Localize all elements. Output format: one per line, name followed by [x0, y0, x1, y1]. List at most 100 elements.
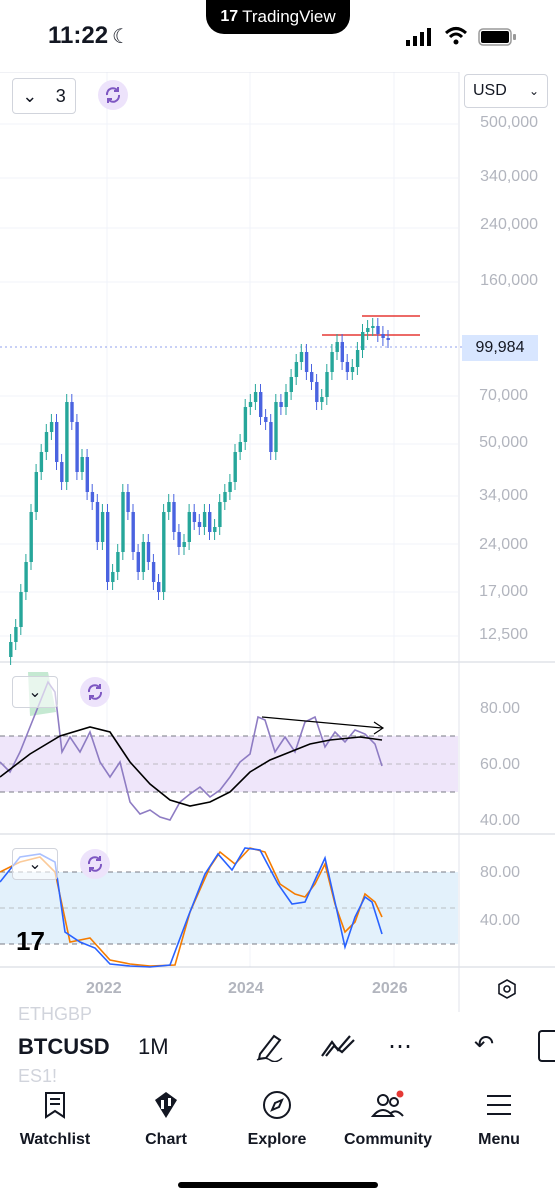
- candle-body: [269, 422, 273, 452]
- price-axis-label: 500,000: [480, 114, 538, 131]
- time-axis-label: 2026: [372, 980, 408, 997]
- candle-body: [136, 552, 140, 572]
- do-not-disturb-icon: ☾: [112, 26, 130, 48]
- candle-body: [24, 562, 28, 592]
- fullscreen-icon[interactable]: [538, 1030, 555, 1062]
- candle-body: [259, 392, 263, 417]
- chart-canvas[interactable]: [0, 72, 555, 1012]
- undo-icon[interactable]: ↶: [474, 1031, 495, 1058]
- candle-body: [228, 482, 232, 492]
- candle-body: [106, 512, 110, 582]
- currency-selector-button[interactable]: USD ⌄: [464, 74, 548, 108]
- more-options-icon[interactable]: ⋯: [388, 1033, 414, 1060]
- candle-body: [284, 392, 288, 407]
- candle-body: [14, 627, 18, 642]
- tradingview-logo-icon: 17: [220, 8, 239, 25]
- candle-body: [340, 342, 344, 362]
- candle-body: [233, 452, 237, 482]
- candle-body: [182, 542, 186, 547]
- layout-selector-button[interactable]: ⌄ 3: [12, 78, 76, 114]
- candle-body: [65, 402, 69, 482]
- nav-explore[interactable]: Explore: [222, 1090, 332, 1149]
- nav-label: Chart: [145, 1131, 187, 1148]
- candle-body: [55, 422, 59, 462]
- app-banner: 17 TradingView: [206, 0, 350, 34]
- nav-watchlist[interactable]: Watchlist: [0, 1090, 110, 1149]
- candle-body: [141, 542, 146, 572]
- price-axis-label: 70,000: [479, 387, 528, 404]
- candle-body: [294, 362, 299, 377]
- candle-body: [208, 512, 212, 532]
- candle-body: [381, 334, 385, 338]
- candle-body: [157, 582, 161, 592]
- candle-body: [238, 442, 242, 452]
- sync-icon[interactable]: [80, 677, 110, 707]
- candle-body: [345, 362, 350, 372]
- tradingview-watermark-icon: 17: [16, 926, 45, 956]
- chevron-down-icon: ⌄: [528, 84, 539, 98]
- candle-body: [253, 392, 258, 402]
- status-time: 11:22: [48, 22, 109, 49]
- candle-body: [279, 402, 283, 407]
- nav-label: Watchlist: [19, 1131, 91, 1148]
- candle-body: [320, 397, 324, 402]
- sync-icon[interactable]: [98, 80, 128, 110]
- price-axis-label: 340,000: [480, 168, 538, 185]
- candle-body: [111, 572, 115, 582]
- candle-body: [264, 417, 268, 422]
- candle-body: [151, 562, 156, 582]
- nav-chart[interactable]: Chart: [111, 1090, 221, 1149]
- chart-settings-icon[interactable]: [496, 978, 518, 1000]
- symbol-button[interactable]: BTCUSD: [18, 1034, 110, 1059]
- candle-body: [330, 352, 334, 372]
- candle-body: [39, 452, 44, 472]
- candle-body: [70, 402, 74, 422]
- rsi-axis-label: 60.00: [479, 756, 520, 773]
- candle-body: [335, 342, 339, 352]
- candle-body: [218, 502, 222, 527]
- candle-body: [100, 512, 105, 542]
- layout-count: 3: [55, 85, 66, 106]
- candle-body: [310, 372, 314, 382]
- ghost-symbol: ETHGBP: [18, 1004, 93, 1024]
- rsi-line: [0, 680, 383, 821]
- candle-body: [355, 350, 360, 367]
- candle-body: [146, 542, 151, 562]
- current-price-badge: 99,984: [462, 335, 538, 361]
- stoch-collapse-button[interactable]: ⌄: [12, 848, 58, 880]
- community-icon: [370, 1090, 404, 1117]
- sync-icon[interactable]: [80, 849, 110, 879]
- candle-body: [34, 472, 38, 512]
- candle-body: [350, 367, 355, 372]
- candle-body: [315, 382, 319, 402]
- drawing-pen-icon[interactable]: [254, 1030, 286, 1062]
- ghost-symbol: ES1!: [18, 1066, 58, 1086]
- chevron-down-icon: ⌄: [28, 684, 42, 701]
- app-name: TradingView: [242, 7, 336, 26]
- candle-body: [131, 512, 135, 552]
- candle-body: [366, 328, 370, 332]
- candle-body: [80, 457, 84, 472]
- nav-community[interactable]: Community: [333, 1090, 443, 1149]
- candle-body: [167, 502, 171, 512]
- indicators-icon[interactable]: [320, 1032, 356, 1060]
- price-axis-label: 240,000: [480, 216, 538, 233]
- rsi-divergence-line: [261, 716, 383, 729]
- price-axis-label: 12,500: [479, 626, 528, 643]
- cellular-signal-icon: [406, 28, 431, 46]
- stoch-k-line: [0, 847, 383, 968]
- interval-button[interactable]: 1M: [138, 1034, 169, 1059]
- time-axis-label: 2024: [228, 980, 264, 997]
- candle-body: [386, 338, 390, 340]
- candle-body: [289, 377, 293, 392]
- candle-body: [121, 492, 125, 552]
- nav-label: Community: [344, 1131, 432, 1148]
- price-axis-label: 34,000: [479, 487, 528, 504]
- candle-body: [95, 502, 100, 542]
- candle-body: [213, 527, 217, 532]
- rsi-collapse-button[interactable]: ⌄: [12, 676, 58, 708]
- nav-menu[interactable]: Menu: [444, 1090, 554, 1149]
- candle-body: [192, 512, 197, 522]
- watchlist-icon: [45, 1092, 65, 1119]
- candle-body: [44, 432, 49, 452]
